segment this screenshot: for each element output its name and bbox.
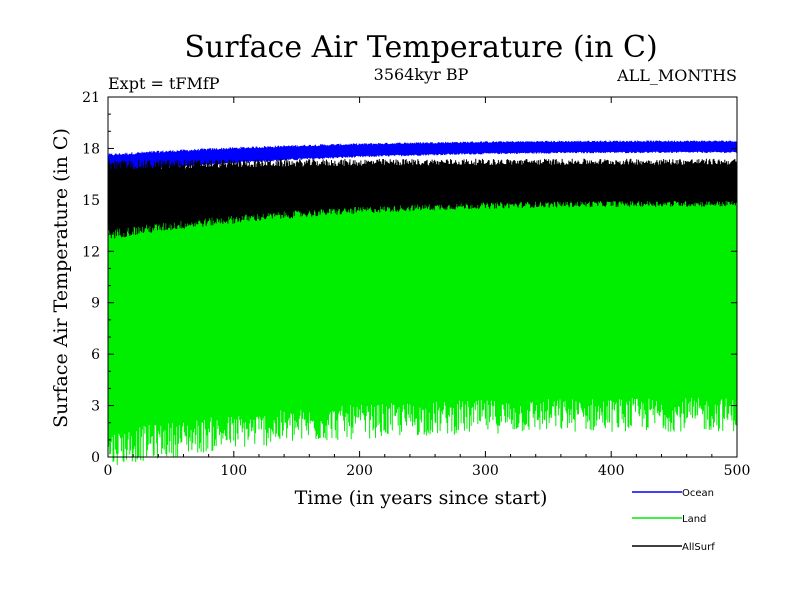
x-tick-label: 500 — [724, 463, 751, 479]
x-tick-label: 100 — [220, 463, 247, 479]
legend-label-allsurf: AllSurf — [682, 542, 715, 553]
experiment-label: Expt = tFMfP — [108, 74, 220, 93]
x-tick-label: 0 — [104, 463, 113, 479]
series-ocean — [107, 140, 738, 174]
y-tick-label: 15 — [82, 193, 100, 209]
age-label: 3564kyr BP — [374, 65, 469, 84]
y-tick-label: 9 — [91, 296, 100, 312]
series-allsurf — [107, 158, 738, 239]
y-tick-label: 6 — [91, 347, 100, 363]
y-tick-label: 3 — [91, 399, 100, 415]
y-axis-label: Surface Air Temperature (in C) — [50, 128, 72, 428]
x-axis: 0 100 200 300 400 500 — [104, 97, 751, 479]
y-tick-label: 21 — [82, 90, 100, 106]
x-tick-label: 200 — [346, 463, 373, 479]
x-tick-label: 300 — [472, 463, 499, 479]
x-tick-label: 400 — [598, 463, 625, 479]
legend-label-land: Land — [682, 514, 706, 525]
plot-frame — [107, 96, 738, 458]
legend-label-ocean: Ocean — [682, 488, 714, 499]
plot-area — [107, 140, 738, 466]
months-label: ALL_MONTHS — [616, 66, 737, 85]
y-tick-label: 0 — [91, 450, 100, 466]
legend: Ocean Land AllSurf — [632, 488, 715, 553]
y-axis: 0 3 6 9 12 15 18 21 — [82, 90, 737, 466]
series-land — [107, 168, 738, 466]
x-axis-label: Time (in years since start) — [295, 487, 548, 509]
y-tick-label: 12 — [82, 244, 100, 260]
y-tick-label: 18 — [82, 141, 100, 157]
chart-title: Surface Air Temperature (in C) — [184, 30, 657, 65]
